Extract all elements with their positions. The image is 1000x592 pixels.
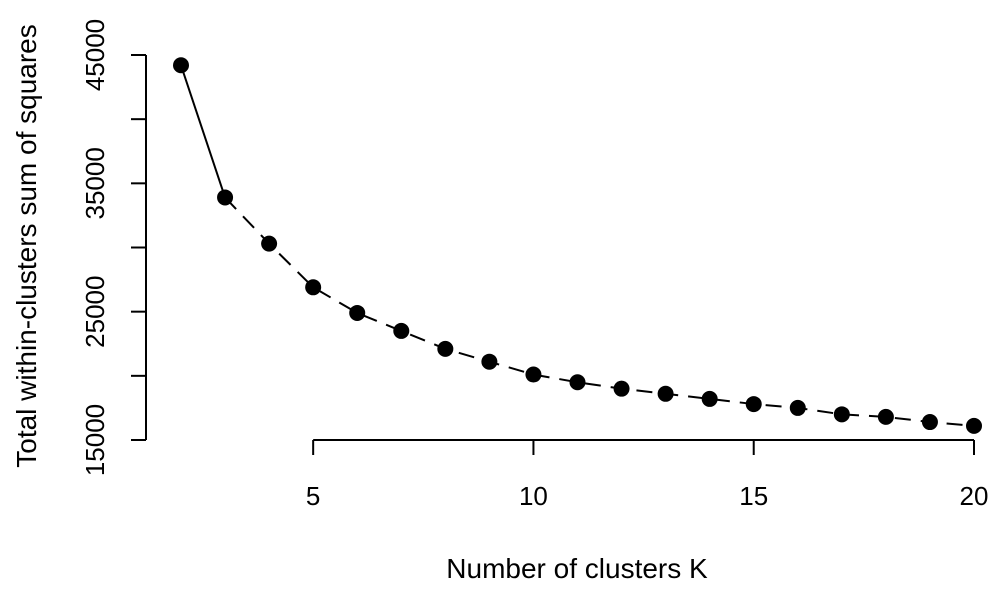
x-axis: 5 10 15 20 (306, 439, 989, 511)
data-point (789, 399, 806, 416)
series-lines (180, 64, 975, 427)
x-tick-label: 5 (306, 481, 320, 511)
x-tick-label: 20 (960, 481, 989, 511)
data-point (966, 417, 982, 434)
data-point (525, 366, 542, 383)
data-point (613, 380, 630, 397)
data-point (217, 189, 234, 206)
data-point (877, 408, 894, 425)
series-line-solid (180, 64, 227, 198)
data-point (921, 414, 938, 431)
data-point (261, 235, 278, 252)
data-point (833, 406, 850, 423)
data-point (349, 304, 366, 321)
data-point (701, 390, 718, 407)
y-tick-label: 15000 (80, 404, 110, 476)
y-tick-label: 45000 (80, 19, 110, 91)
y-tick-label: 25000 (80, 276, 110, 348)
x-axis-title: Number of clusters K (446, 553, 708, 584)
y-tick-label: 35000 (80, 147, 110, 219)
data-point (745, 396, 762, 413)
data-point (305, 279, 322, 296)
series-line-dashed (224, 196, 975, 427)
data-point (173, 57, 189, 74)
x-tick-label: 15 (739, 481, 768, 511)
x-tick-label: 10 (519, 481, 548, 511)
data-point (569, 374, 586, 391)
data-point (437, 340, 454, 357)
data-point (481, 353, 498, 370)
data-point (657, 385, 674, 402)
series-points (173, 57, 982, 434)
data-point (393, 322, 410, 339)
y-axis-title: Total within-clusters sum of squares (11, 24, 42, 468)
y-axis: 15000 25000 35000 45000 (80, 19, 147, 476)
